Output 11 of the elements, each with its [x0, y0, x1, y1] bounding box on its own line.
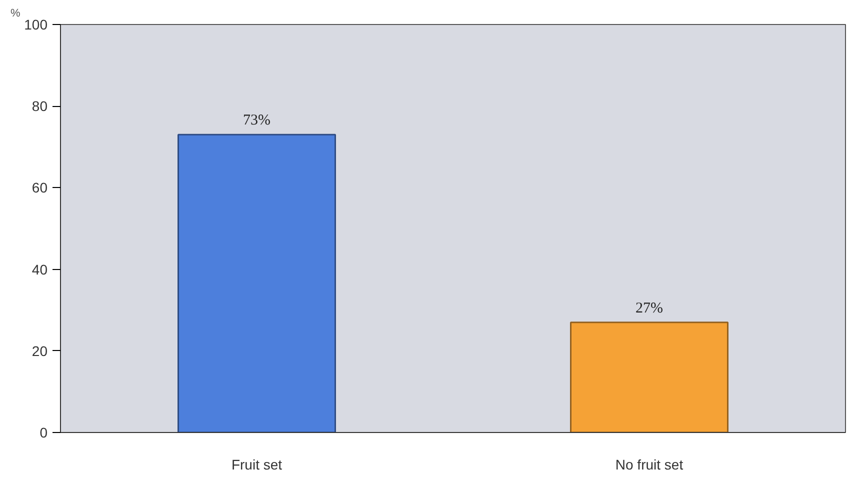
data-label: 73% — [243, 112, 270, 129]
x-tick-label: No fruit set — [615, 456, 684, 472]
y-tick-label: 60 — [32, 180, 48, 196]
x-tick-label: Fruit set — [231, 456, 282, 472]
y-tick-label: 0 — [40, 424, 48, 440]
data-label: 27% — [636, 300, 663, 316]
y-tick-label: 100 — [24, 16, 48, 32]
y-axis-title: % — [10, 8, 20, 20]
y-tick-label: 40 — [32, 261, 48, 278]
y-tick-label: 80 — [32, 98, 48, 114]
y-tick-label: 20 — [32, 342, 48, 359]
